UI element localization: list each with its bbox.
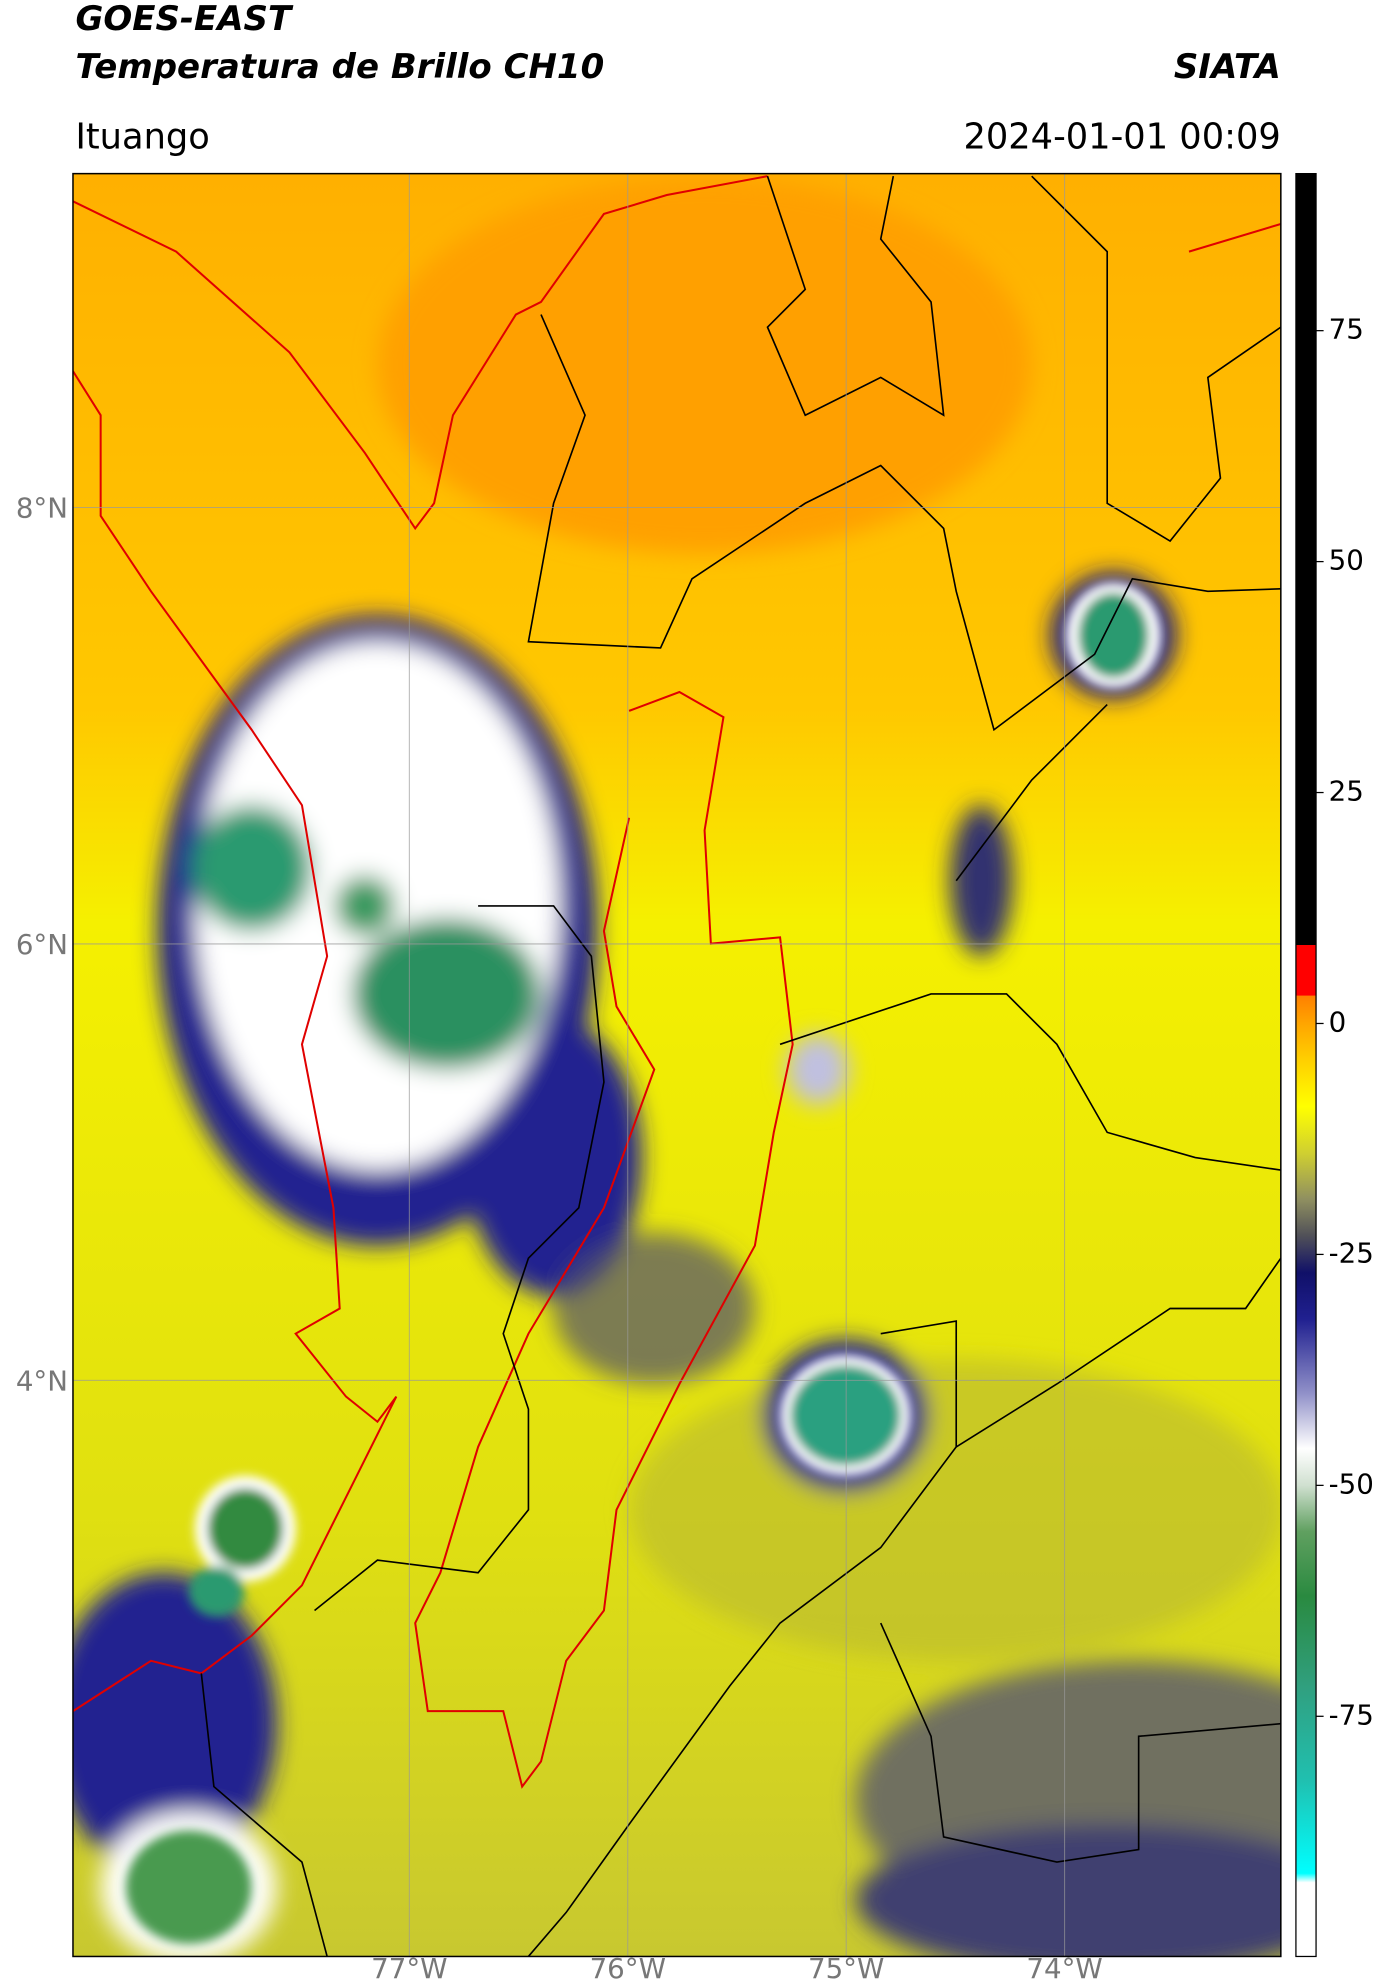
graticule (72, 173, 1281, 1957)
colorbar (1295, 172, 1317, 1958)
lat-label: 6°N (16, 928, 68, 961)
colorbar-tick-label: 0 (1329, 1005, 1347, 1038)
lon-label: 75°W (808, 1952, 884, 1981)
colorbar-tick-label: -25 (1329, 1236, 1374, 1269)
colorbar-tick-label: 25 (1329, 775, 1364, 808)
lon-label: 77°W (371, 1952, 447, 1981)
lon-label: 74°W (1026, 1952, 1102, 1981)
lat-label: 4°N (16, 1364, 68, 1397)
location: Ituango (75, 116, 209, 157)
colorbar-tick-label: -75 (1329, 1698, 1374, 1731)
lon-label: 76°W (590, 1952, 666, 1981)
colorbar-tick-label: 75 (1329, 313, 1364, 346)
title: GOES-EAST (75, 0, 293, 39)
map-image (72, 173, 1281, 1957)
subtitle: Temperatura de Brillo CH10 (75, 47, 604, 87)
timestamp: 2024-01-01 00:09 (963, 116, 1280, 157)
brand: SIATA (1174, 47, 1281, 87)
colorbar-tick-label: -50 (1329, 1467, 1374, 1500)
colorbar-tick-label: 50 (1329, 544, 1364, 577)
lat-label: 8°N (16, 492, 68, 525)
map-frame (72, 172, 1282, 1958)
